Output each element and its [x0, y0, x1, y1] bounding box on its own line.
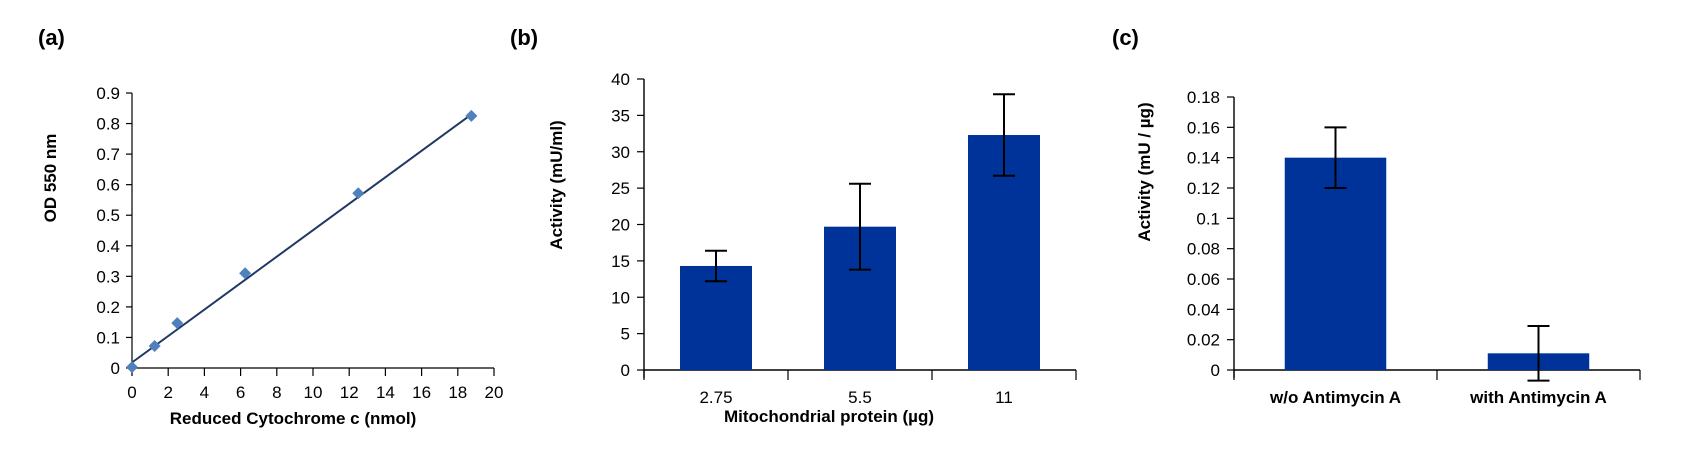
panel-c-ytick-label: 0 — [1211, 361, 1220, 380]
panel-c-category-label: with Antimycin A — [1469, 388, 1607, 407]
panel-b-ytick-label: 15 — [611, 252, 630, 271]
panel-b-category-label: 5.5 — [848, 388, 872, 407]
panel-c-ytick-label: 0.14 — [1187, 149, 1220, 168]
panel-a-ylabel: OD 550 nm — [41, 134, 60, 223]
panel-b-ylabel: Activity (mU/ml) — [547, 120, 566, 249]
panel-a-data-point — [239, 267, 252, 280]
panel-b-bar — [680, 265, 752, 370]
panel-a-ytick-label: 0.3 — [96, 267, 120, 286]
panel-a-xlabel: Reduced Cytochrome c (nmol) — [170, 409, 417, 428]
panel-a-xtick-label: 10 — [304, 383, 323, 402]
panel-c-ytick-label: 0.1 — [1196, 209, 1220, 228]
panel-a-xtick-label: 20 — [485, 383, 504, 402]
panel-a-trendline — [131, 113, 472, 364]
panel-a-xtick-label: 18 — [448, 383, 467, 402]
panel-b-xlabel: Mitochondrial protein (µg) — [724, 407, 934, 426]
panel-b-category-label: 2.75 — [699, 388, 732, 407]
panel-a-xtick-label: 8 — [272, 383, 281, 402]
panel-a-data-point — [171, 317, 184, 330]
panel-b-ytick-label: 35 — [611, 106, 630, 125]
panel-a-ytick-label: 0.2 — [96, 298, 120, 317]
panel-a-ytick-label: 0.5 — [96, 206, 120, 225]
panel-a-data-point — [465, 109, 478, 122]
panel-a-ytick-label: 0.7 — [96, 145, 120, 164]
panel-b-ytick-label: 0 — [621, 361, 630, 380]
panel-a-xtick-label: 14 — [376, 383, 395, 402]
panel-a-ytick-label: 0.1 — [96, 328, 120, 347]
panel-a-label: (a) — [38, 25, 65, 50]
panel-c-ytick-label: 0.12 — [1187, 179, 1220, 198]
panel-c-ytick-label: 0.08 — [1187, 240, 1220, 259]
panel-a-xtick-label: 6 — [236, 383, 245, 402]
panel-a-ytick-label: 0.6 — [96, 176, 120, 195]
panel-a-data-point — [352, 187, 365, 200]
panel-a-xtick-label: 16 — [412, 383, 431, 402]
panel-b-label: (b) — [510, 25, 538, 50]
panel-a-data-point — [126, 361, 138, 374]
panel-b: (b) Activity (mU/ml) Mitochondrial prote… — [510, 25, 1077, 426]
panel-a-data-point — [148, 340, 161, 352]
panel-b-ytick-label: 40 — [611, 70, 630, 89]
panel-c-ytick-label: 0.04 — [1187, 300, 1220, 319]
panel-c-ytick-label: 0.02 — [1187, 331, 1220, 350]
panel-c-category-label: w/o Antimycin A — [1269, 388, 1401, 407]
panel-b-category-label: 11 — [995, 388, 1013, 407]
panel-a-ytick-label: 0 — [111, 359, 120, 378]
panel-c-ylabel: Activity (mU / µg) — [1135, 102, 1154, 241]
panel-a: (a) OD 550 nm Reduced Cytochrome c (nmol… — [38, 25, 503, 428]
panel-c-ytick-label: 0.16 — [1187, 118, 1220, 137]
panel-a-xtick-label: 0 — [127, 383, 136, 402]
panel-c-label: (c) — [1112, 25, 1139, 50]
panel-b-ytick-label: 25 — [611, 179, 630, 198]
panel-a-xtick-label: 12 — [340, 383, 359, 402]
panel-b-ytick-label: 5 — [621, 325, 630, 344]
panel-c: (c) Activity (mU / µg) 0 0.02 0.04 0.06 0.08… — [1112, 25, 1641, 407]
panel-a-ytick-label: 0.9 — [96, 84, 120, 103]
panel-b-ytick-label: 10 — [611, 288, 630, 307]
panel-a-ytick-label: 0.8 — [96, 115, 120, 134]
panel-a-xtick-label: 4 — [200, 383, 209, 402]
panel-c-bar — [1284, 157, 1387, 370]
panel-c-ytick-label: 0.18 — [1187, 88, 1220, 107]
panel-b-ytick-label: 20 — [611, 216, 630, 235]
panel-a-ytick-label: 0.4 — [96, 237, 120, 256]
panel-b-ytick-label: 30 — [611, 143, 630, 162]
panel-c-ytick-label: 0.06 — [1187, 270, 1220, 289]
panel-a-xtick-label: 2 — [163, 383, 172, 402]
